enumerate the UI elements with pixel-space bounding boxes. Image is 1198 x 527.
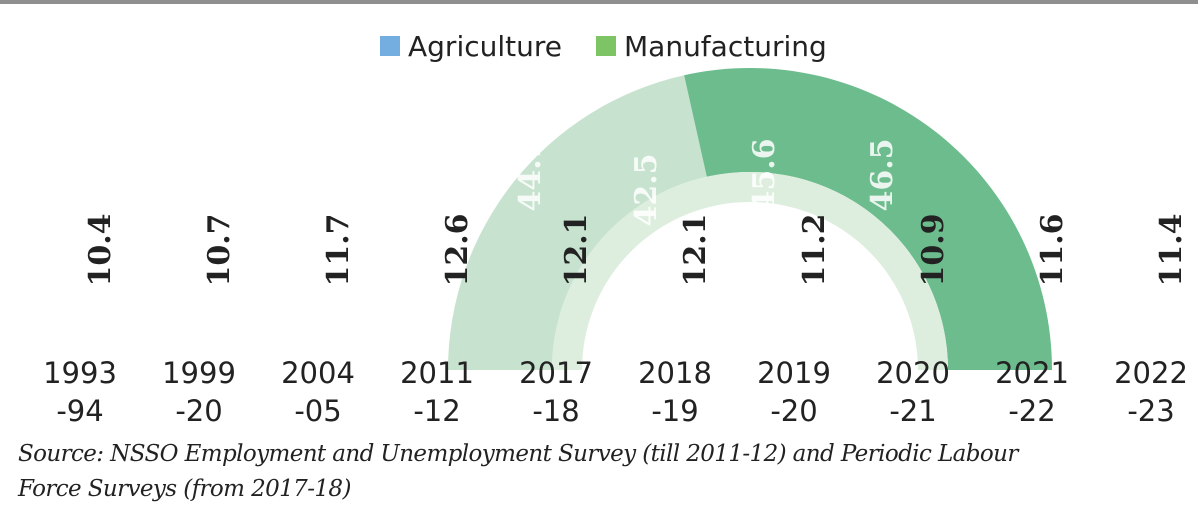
x-tick-label-year: 2022 <box>1114 356 1188 390</box>
x-tick-label-year: 1999 <box>162 356 236 390</box>
x-tick-label-year: 2018 <box>638 356 712 390</box>
source-note: Source: NSSO Employment and Unemployment… <box>18 437 1178 507</box>
agriculture-value-label: 45.6 <box>747 138 782 211</box>
x-tick-label-suffix: -22 <box>1008 394 1055 428</box>
manufacturing-value-label: 11.7 <box>321 213 356 286</box>
agriculture-value-label: 46.5 <box>865 138 900 211</box>
legend-item-manufacturing: Manufacturing <box>596 30 827 63</box>
manufacturing-value-label: 12.6 <box>440 213 475 286</box>
arc-agriculture-left <box>448 75 707 371</box>
x-tick-label-suffix: -12 <box>413 394 460 428</box>
legend-label-manufacturing: Manufacturing <box>624 29 827 63</box>
legend-label-agriculture: Agriculture <box>408 29 562 63</box>
source-line-1: Source: NSSO Employment and Unemployment… <box>18 441 1018 467</box>
manufacturing-value-label: 10.4 <box>83 213 118 286</box>
source-line-2: Force Surveys (from 2017-18) <box>18 476 351 502</box>
x-tick-label-suffix: -21 <box>889 394 936 428</box>
x-tick-label-suffix: -23 <box>1127 394 1174 428</box>
arc-inner-band <box>552 172 948 370</box>
manufacturing-value-label: 11.6 <box>1035 213 1070 286</box>
x-tick-label-year: 2020 <box>876 356 950 390</box>
x-tick-label-year: 2004 <box>281 356 355 390</box>
x-tick-label-year: 2019 <box>757 356 831 390</box>
agriculture-value-label: 44.1 <box>513 138 548 211</box>
manufacturing-value-label: 11.2 <box>797 213 832 286</box>
manufacturing-value-label: 12.1 <box>559 213 594 286</box>
legend: Agriculture Manufacturing <box>380 30 827 63</box>
manufacturing-value-label: 10.9 <box>916 213 951 286</box>
x-tick-label-year: 2017 <box>519 356 593 390</box>
top-rule <box>0 0 1198 4</box>
manufacturing-value-label: 12.1 <box>678 213 713 286</box>
agriculture-value-label: 42.5 <box>629 153 664 226</box>
x-tick-label-suffix: -20 <box>175 394 222 428</box>
arc-agriculture-right <box>684 68 1052 370</box>
x-tick-label-suffix: -19 <box>651 394 698 428</box>
x-tick-label-suffix: -94 <box>56 394 103 428</box>
manufacturing-value-label: 11.4 <box>1154 213 1189 286</box>
x-tick-label-year: 1993 <box>43 356 117 390</box>
x-tick-label-suffix: -18 <box>532 394 579 428</box>
x-tick-label-year: 2011 <box>400 356 474 390</box>
manufacturing-value-label: 10.7 <box>202 213 237 286</box>
x-tick-label-suffix: -20 <box>770 394 817 428</box>
manufacturing-swatch <box>596 36 616 56</box>
legend-item-agriculture: Agriculture <box>380 30 562 63</box>
x-tick-label-suffix: -05 <box>294 394 341 428</box>
x-tick-label-year: 2021 <box>995 356 1069 390</box>
agriculture-swatch <box>380 36 400 56</box>
